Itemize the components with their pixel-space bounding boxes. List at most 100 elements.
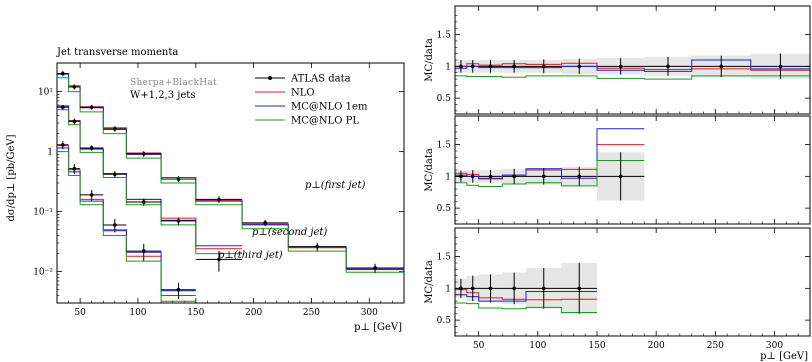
ratio-y-tick-label: 0.5: [437, 204, 452, 214]
legend-entry: MC@NLO PL: [291, 116, 359, 127]
data-point: [72, 119, 77, 124]
data-point: [89, 146, 94, 150]
ratio-x-tick-label: 300: [766, 341, 783, 351]
ratio-data-point: [470, 64, 475, 69]
y-tick-label: 10¹: [38, 88, 53, 98]
ratio-x-tick-label: 100: [529, 341, 546, 351]
ratio-y-tick-label: 1: [445, 284, 451, 294]
data-point: [113, 223, 117, 227]
ratio-y-axis-label: MC/data: [424, 260, 435, 304]
ratio-panel-2: 0.5 1 1.5MC/data: [424, 115, 811, 225]
spectrum-group-3: [57, 141, 196, 302]
spectrum-group-2: [57, 104, 243, 272]
group-annotation: p⊥(third jet): [218, 250, 283, 261]
main-spectrum-plot: Jet transverse momenta Sherpa+BlackHat W…: [6, 47, 405, 333]
data-point: [113, 127, 117, 131]
y-tick-label: 1: [47, 148, 53, 158]
data-point: [89, 105, 94, 110]
ratio-y-axis-label: MC/data: [424, 148, 435, 192]
data-point: [141, 249, 146, 253]
data-point: [72, 85, 77, 89]
ratio-data-point: [719, 64, 724, 69]
x-tick-label: 50: [74, 308, 86, 318]
series-line-mc-nlo-pl: [57, 77, 404, 273]
data-point: [60, 142, 65, 147]
legend-entry: NLO: [291, 88, 315, 99]
data-point: [89, 193, 94, 197]
data-point: [315, 244, 320, 249]
data-point: [217, 197, 221, 202]
ratio-data-point: [541, 64, 546, 69]
ratio-panel-1: 0.5 1 1.5MC/data: [424, 5, 811, 115]
data-point: [176, 177, 181, 181]
ratio-x-axis-label: p⊥ [GeV]: [760, 351, 808, 362]
ratio-y-tick-label: 1.5: [437, 141, 452, 151]
process-label: W+1,2,3 jets: [130, 90, 195, 101]
ratio-data-point: [459, 64, 463, 69]
ratio-data-point: [778, 64, 783, 69]
main-y-axis-label: dσ/dp⊥ [pb/GeV]: [6, 134, 17, 221]
ratio-data-point: [577, 286, 582, 291]
ratio-x-tick-label: 50: [473, 341, 485, 351]
x-tick-label: 300: [361, 308, 378, 318]
group-annotation: p⊥(first jet): [305, 180, 366, 191]
x-tick-label: 200: [245, 308, 262, 318]
data-point: [141, 152, 146, 156]
spectrum-group-1: [57, 71, 404, 273]
data-point: [141, 200, 146, 204]
data-point: [60, 105, 65, 110]
ratio-y-tick-label: 1.5: [437, 253, 452, 263]
ratio-data-point: [666, 64, 670, 69]
ratio-line-mc-nlo-pl: [455, 75, 810, 80]
ratio-data-point: [512, 174, 516, 179]
series-line-mc-nlo-pl: [57, 109, 243, 255]
x-tick-label: 150: [187, 308, 204, 318]
chart-title: Jet transverse momenta: [56, 47, 178, 58]
ratio-line-mc-nlo-pl: [455, 302, 597, 313]
legend-entry: ATLAS data: [290, 74, 351, 85]
group-annotation: p⊥(second jet): [252, 227, 327, 238]
series-line-nlo: [57, 105, 243, 250]
ratio-x-tick-label: 200: [648, 341, 665, 351]
x-tick-label: 100: [129, 308, 146, 318]
ratio-data-point: [459, 286, 463, 291]
ratio-line-mc-nlo-pl: [455, 160, 645, 187]
ratio-x-tick-label: 150: [588, 341, 605, 351]
ratio-data-point: [541, 174, 546, 179]
data-point: [263, 221, 268, 225]
data-point: [176, 219, 181, 223]
ratio-line-nlo: [455, 289, 597, 301]
data-point: [60, 71, 65, 76]
data-point: [373, 266, 377, 270]
main-x-axis-label: p⊥ [GeV]: [354, 322, 402, 333]
data-point: [113, 172, 117, 177]
ratio-data-point: [577, 174, 582, 179]
ratio-data-point: [470, 286, 475, 291]
legend-marker: [268, 76, 272, 80]
ratio-data-point: [618, 64, 623, 69]
ratio-data-point: [488, 174, 493, 179]
ratio-data-point: [577, 64, 582, 69]
series-line-mc-nlo-1em: [57, 106, 243, 247]
ratio-y-axis-label: MC/data: [424, 38, 435, 82]
ratio-y-tick-label: 1: [445, 172, 451, 182]
ratio-data-point: [618, 174, 623, 179]
series-line-mc-nlo-pl: [57, 151, 196, 302]
ratio-y-tick-label: 1.5: [437, 31, 452, 41]
ratio-y-tick-label: 0.5: [437, 94, 452, 104]
ratio-data-point: [488, 64, 493, 69]
ratio-panel-3: 0.5 1 1.5 50 100 150 200 250 300 MC/data p⊥ [GeV]: [424, 227, 811, 362]
y-tick-label: 10⁻²: [33, 268, 53, 278]
ratio-y-tick-label: 1: [445, 62, 451, 72]
generator-label: Sherpa+BlackHat: [130, 78, 217, 88]
legend-entry: MC@NLO 1em: [291, 102, 368, 113]
ratio-data-point: [470, 174, 475, 179]
ratio-data-point: [512, 64, 516, 69]
ratio-data-point: [459, 174, 463, 179]
ratio-data-point: [541, 286, 546, 291]
ratio-data-point: [488, 286, 493, 291]
x-tick-label: 250: [303, 308, 320, 318]
ratio-y-tick-label: 0.5: [437, 316, 452, 326]
